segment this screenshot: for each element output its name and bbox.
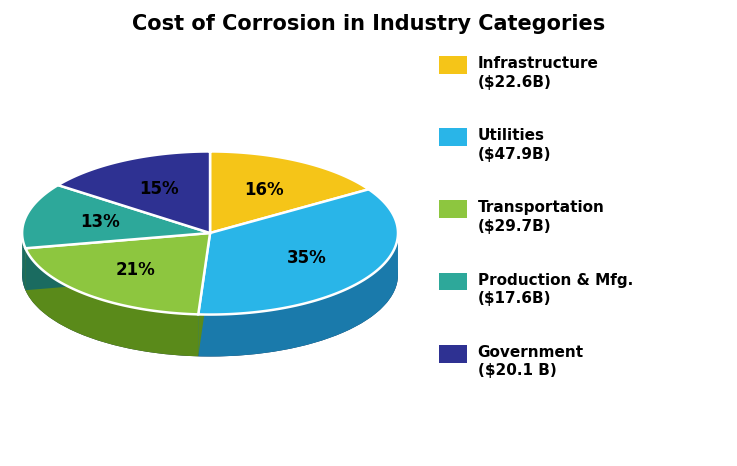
Text: 21%: 21% <box>116 260 156 279</box>
Polygon shape <box>26 233 210 315</box>
Text: Transportation
($29.7B): Transportation ($29.7B) <box>478 200 604 234</box>
Text: 15%: 15% <box>139 180 178 199</box>
Bar <box>439 273 467 290</box>
Bar <box>439 128 467 146</box>
Bar <box>439 345 467 363</box>
Polygon shape <box>26 233 210 290</box>
Text: Infrastructure
($22.6B): Infrastructure ($22.6B) <box>478 56 598 89</box>
Text: Government
($20.1 B): Government ($20.1 B) <box>478 345 584 378</box>
Polygon shape <box>26 248 198 356</box>
Text: Cost of Corrosion in Industry Categories: Cost of Corrosion in Industry Categories <box>132 14 605 34</box>
Text: 35%: 35% <box>287 249 327 267</box>
Text: 16%: 16% <box>245 181 284 199</box>
Polygon shape <box>26 233 210 290</box>
Polygon shape <box>198 233 210 356</box>
Polygon shape <box>58 151 210 233</box>
Text: Production & Mfg.
($17.6B): Production & Mfg. ($17.6B) <box>478 273 633 306</box>
Polygon shape <box>198 233 210 356</box>
Ellipse shape <box>22 193 398 356</box>
Text: 13%: 13% <box>80 213 120 231</box>
Bar <box>439 56 467 74</box>
Polygon shape <box>198 189 398 315</box>
Bar <box>439 200 467 218</box>
Polygon shape <box>210 151 368 233</box>
Polygon shape <box>198 234 398 356</box>
Text: Utilities
($47.9B): Utilities ($47.9B) <box>478 128 551 162</box>
Polygon shape <box>22 185 210 248</box>
Polygon shape <box>22 233 26 290</box>
